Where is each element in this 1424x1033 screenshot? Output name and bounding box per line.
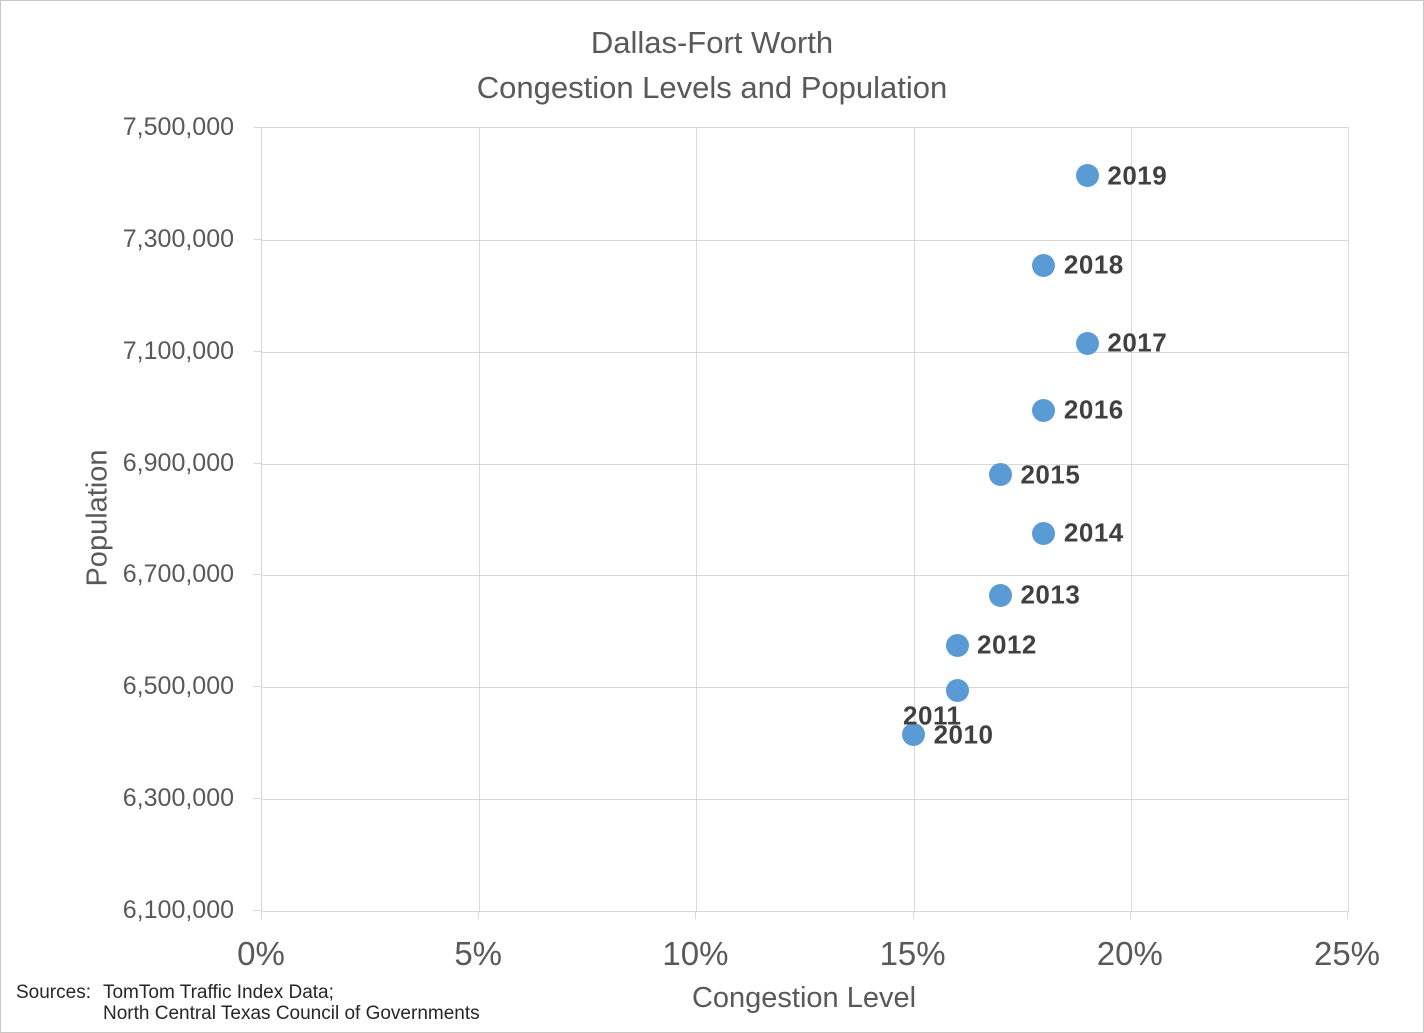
x-axis-tick-mark	[478, 911, 480, 919]
data-point-2018	[1032, 253, 1056, 277]
gridline-horizontal	[262, 687, 1348, 689]
gridline-vertical	[1130, 128, 1132, 911]
data-point-label-2013: 2013	[1020, 579, 1081, 610]
plot-area: 2010 2011 2012 2013 2014 2015 2016 2017 2018 2019	[261, 127, 1349, 912]
gridline-horizontal	[262, 351, 1348, 353]
data-point-label-2016: 2016	[1063, 394, 1124, 425]
data-point-2012	[945, 633, 969, 657]
y-axis-tick-label: 7,100,000	[122, 336, 234, 365]
y-axis-tick-mark	[253, 462, 261, 464]
gridline-vertical	[696, 128, 698, 911]
x-axis-tick-label: 0%	[237, 935, 285, 972]
data-point-label-2017: 2017	[1107, 327, 1168, 358]
data-point-2017	[1075, 331, 1099, 355]
data-point-2013	[988, 583, 1012, 607]
x-axis-tick-mark	[1129, 911, 1131, 919]
data-point-2010	[902, 723, 926, 747]
x-axis-tick-label: 20%	[1096, 935, 1163, 972]
sources-line2: North Central Texas Council of Governmen…	[102, 1003, 480, 1024]
y-axis-tick-label: 6,300,000	[122, 784, 234, 813]
sources-note: Sources: TomTom Traffic Index Data; Nort…	[16, 982, 480, 1024]
y-axis-tick-label: 6,100,000	[122, 896, 234, 924]
data-point-label-2014: 2014	[1063, 517, 1124, 548]
gridline-vertical	[479, 128, 481, 911]
y-axis-tick-mark	[253, 350, 261, 352]
y-axis-tick-mark	[253, 798, 261, 800]
gridline-horizontal	[262, 239, 1348, 241]
gridline-horizontal	[262, 575, 1348, 577]
y-axis-tick-mark	[253, 686, 261, 688]
x-axis-tick-label: 25%	[1313, 935, 1381, 972]
chart-title-line1: Dallas-Fort Worth	[590, 25, 834, 60]
gridline-vertical	[913, 128, 915, 911]
sources-lines: TomTom Traffic Index Data; North Central…	[103, 982, 480, 1024]
x-axis-tick-mark	[261, 911, 262, 919]
data-point-label-2018: 2018	[1063, 249, 1124, 280]
data-point-2019	[1075, 164, 1099, 188]
data-point-2011	[945, 678, 969, 702]
data-point-label-2015: 2015	[1020, 459, 1081, 490]
y-axis-tick-label: 6,700,000	[122, 560, 234, 589]
y-axis-tick-mark	[253, 910, 261, 911]
x-axis-tick-mark	[912, 911, 914, 919]
y-axis-tick-mark	[253, 574, 261, 576]
data-point-label-2019: 2019	[1107, 160, 1168, 191]
y-axis-tick-label: 7,300,000	[122, 224, 234, 253]
x-axis-title: Congestion Level	[691, 982, 917, 1014]
gridline-horizontal	[262, 463, 1348, 465]
data-point-2015	[988, 463, 1012, 487]
x-axis-tick-mark	[695, 911, 697, 919]
y-axis-tick-mark	[253, 238, 261, 240]
x-axis-tick-label: 15%	[879, 935, 946, 972]
x-axis-tick-label: 5%	[454, 935, 503, 972]
data-point-2016	[1032, 398, 1056, 422]
x-axis-tick-label: 10%	[662, 935, 729, 972]
sources-label: Sources:	[16, 982, 91, 1003]
y-axis-tick-label: 6,900,000	[122, 448, 234, 477]
data-point-label-2010: 2010	[933, 719, 994, 750]
y-axis-tick-label: 7,500,000	[122, 113, 234, 141]
y-axis-tick-mark	[253, 127, 261, 128]
chart-title-line2: Congestion Levels and Population	[476, 70, 948, 105]
gridline-horizontal	[262, 799, 1348, 801]
data-point-label-2012: 2012	[977, 629, 1037, 660]
x-axis-tick-mark	[1347, 911, 1348, 919]
sources-line1: TomTom Traffic Index Data;	[102, 982, 334, 1003]
chart-title: Dallas-Fort Worth Congestion Levels and …	[1, 20, 1423, 110]
y-axis-tick-label: 6,500,000	[122, 672, 234, 701]
data-point-label-2011: 2011	[903, 700, 962, 731]
data-point-2014	[1032, 521, 1056, 545]
